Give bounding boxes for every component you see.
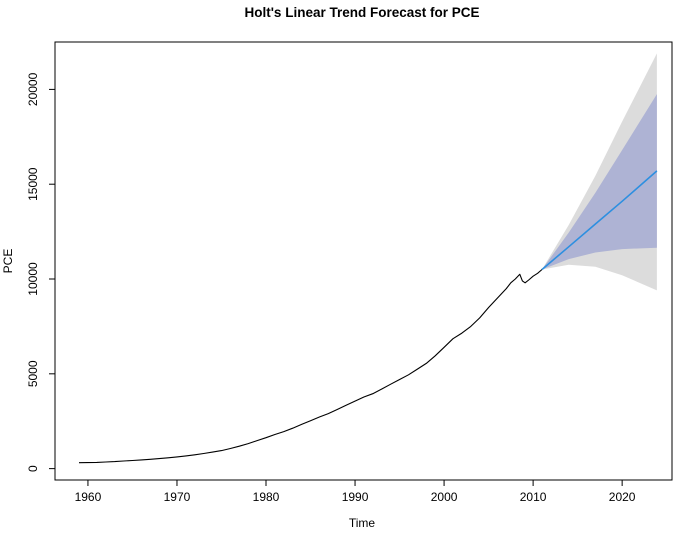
x-tick-label: 1990 [342, 490, 369, 504]
y-tick-label: 10000 [26, 262, 40, 296]
x-tick-label: 2010 [520, 490, 547, 504]
prediction-interval-80 [542, 94, 657, 270]
x-tick-label: 2000 [431, 490, 458, 504]
y-tick-label: 0 [26, 465, 40, 472]
x-axis: 1960 1970 1980 1990 2000 2010 2020 [75, 479, 636, 504]
forecast-series [541, 170, 658, 271]
y-tick-label: 5000 [26, 360, 40, 387]
observed-line [78, 269, 543, 464]
y-tick-label: 15000 [26, 167, 40, 201]
forecast-line [541, 170, 658, 271]
x-tick-label: 2020 [609, 490, 636, 504]
y-axis-label: PCE [1, 249, 15, 274]
interval-80-area [542, 94, 657, 270]
x-axis-label: Time [349, 516, 376, 530]
x-tick-label: 1960 [75, 490, 102, 504]
observed-series [78, 269, 543, 464]
plot-area [78, 53, 658, 464]
x-tick-label: 1980 [253, 490, 280, 504]
x-tick-label: 1970 [164, 490, 191, 504]
y-tick-label: 20000 [26, 72, 40, 106]
chart-title: Holt's Linear Trend Forecast for PCE [244, 5, 479, 20]
y-axis: 0 5000 10000 15000 20000 [26, 72, 56, 472]
